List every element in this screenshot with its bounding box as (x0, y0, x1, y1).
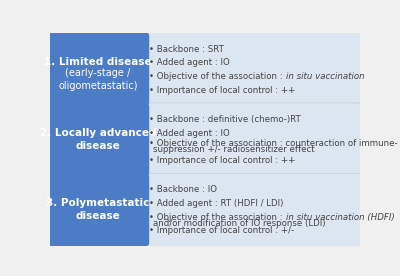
FancyBboxPatch shape (47, 173, 149, 246)
Text: in situ vaccination (HDFI): in situ vaccination (HDFI) (286, 213, 394, 222)
Text: in situ vaccination: in situ vaccination (286, 72, 364, 81)
Text: • Added agent : RT (HDFI / LDI): • Added agent : RT (HDFI / LDI) (149, 199, 284, 208)
Text: • Added agent : IO: • Added agent : IO (149, 58, 230, 67)
FancyBboxPatch shape (47, 33, 363, 105)
Text: • Backbone : SRT: • Backbone : SRT (149, 45, 224, 54)
FancyBboxPatch shape (47, 103, 363, 176)
Text: • Backbone : IO: • Backbone : IO (149, 185, 217, 195)
Text: • Objective of the association : counteraction of immune-: • Objective of the association : counter… (149, 139, 398, 148)
Text: • Objective of the association :: • Objective of the association : (149, 72, 286, 81)
Text: • Importance of local control : ++: • Importance of local control : ++ (149, 86, 296, 95)
Text: (early-stage /
oligometastatic): (early-stage / oligometastatic) (58, 68, 138, 91)
Text: • Objective of the association :: • Objective of the association : (149, 213, 286, 222)
FancyBboxPatch shape (47, 33, 149, 105)
Text: • Importance of local control : +/-: • Importance of local control : +/- (149, 226, 294, 235)
Text: suppression +/- radiosensitizer effect: suppression +/- radiosensitizer effect (153, 145, 314, 154)
Text: and/or modification of IO response (LDI): and/or modification of IO response (LDI) (153, 219, 326, 227)
Text: • Backbone : definitive (chemo-)RT: • Backbone : definitive (chemo-)RT (149, 115, 301, 124)
Text: 3. Polymetastatic
disease: 3. Polymetastatic disease (46, 198, 150, 221)
Text: • Added agent : IO: • Added agent : IO (149, 129, 230, 138)
Text: 1. Limited disease: 1. Limited disease (44, 57, 152, 67)
Text: • Importance of local control : ++: • Importance of local control : ++ (149, 156, 296, 165)
Text: 2. Locally advanced
disease: 2. Locally advanced disease (40, 128, 156, 151)
FancyBboxPatch shape (47, 103, 149, 176)
FancyBboxPatch shape (47, 173, 363, 246)
